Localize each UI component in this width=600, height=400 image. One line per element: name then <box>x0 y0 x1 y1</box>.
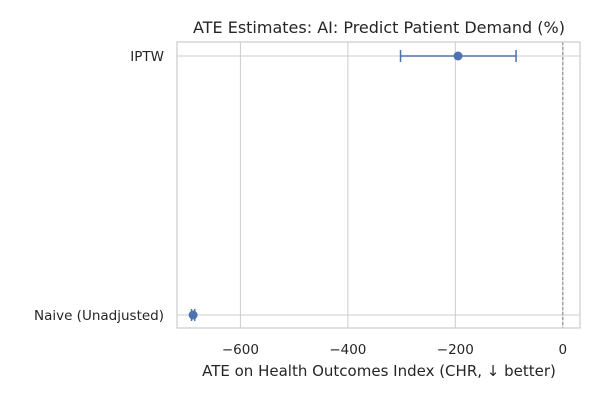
x-tick-label: −400 <box>329 342 366 358</box>
chart-title: ATE Estimates: AI: Predict Patient Deman… <box>193 18 565 37</box>
x-tick-label: 0 <box>559 342 568 358</box>
plot-frame <box>176 41 581 329</box>
data-layer <box>188 50 517 321</box>
estimate-point <box>188 310 198 320</box>
grid-lines <box>177 42 580 328</box>
x-tick-label: −200 <box>437 342 474 358</box>
estimate-point <box>453 51 463 61</box>
y-tick-labels: IPTW Naive (Unadjusted) <box>34 49 164 324</box>
y-tick-label: Naive (Unadjusted) <box>34 308 164 324</box>
x-axis-label: ATE on Health Outcomes Index (CHR, ↓ bet… <box>202 362 556 380</box>
x-tick-label: −600 <box>222 342 259 358</box>
y-tick-label: IPTW <box>130 49 164 65</box>
x-tick-labels: −600 −400 −200 0 <box>222 342 567 358</box>
